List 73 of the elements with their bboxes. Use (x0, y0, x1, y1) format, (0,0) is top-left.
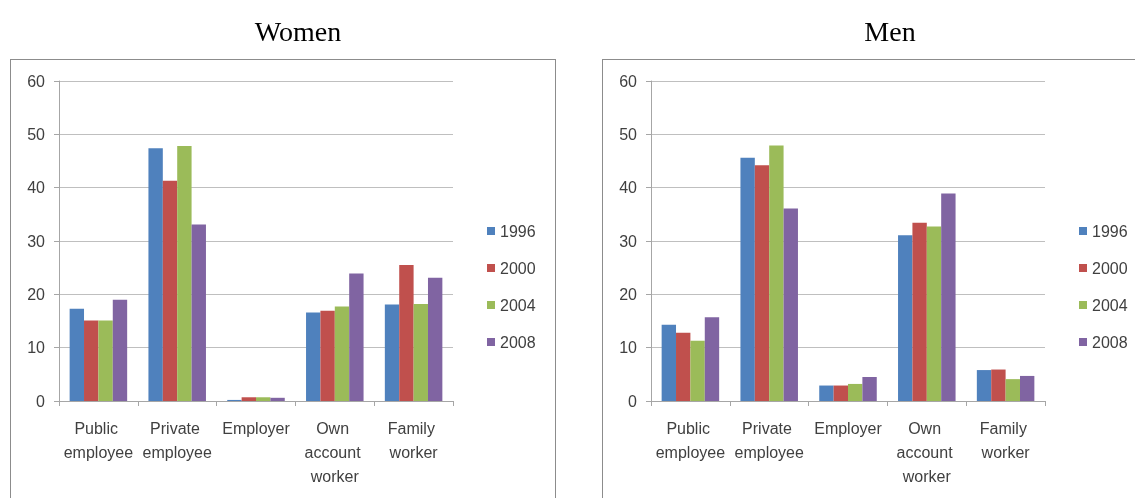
bar (320, 310, 335, 401)
bar (98, 320, 113, 401)
x-tick-label: Public employee (655, 419, 726, 461)
bar (162, 180, 178, 401)
bar (384, 304, 400, 401)
x-tick-label: Private employee (734, 419, 804, 461)
bar (783, 208, 798, 401)
bar (148, 148, 163, 401)
x-tick-label: Family worker (387, 419, 440, 461)
bar (926, 226, 942, 401)
y-tick-label: 0 (36, 392, 46, 410)
x-tick-label: Private employee (142, 419, 212, 461)
bar (976, 370, 992, 401)
bar (270, 397, 285, 401)
y-tick-label: 40 (619, 179, 638, 197)
bar (399, 265, 414, 401)
bar (427, 277, 443, 401)
y-tick-label: 10 (27, 339, 46, 357)
bar (898, 235, 913, 401)
bar (306, 312, 321, 401)
bar (69, 308, 85, 401)
bar (941, 193, 956, 401)
bar (862, 377, 877, 401)
bar (991, 369, 1006, 401)
y-tick-label: 60 (619, 72, 638, 90)
bar (84, 320, 99, 401)
y-tick-label: 0 (628, 392, 638, 410)
bar (833, 385, 848, 401)
bar (334, 306, 350, 401)
bar (754, 165, 770, 401)
legend-label: 1996 (1092, 222, 1128, 240)
legend-label: 1996 (500, 222, 536, 240)
x-tick-label: Employer (814, 419, 883, 437)
legend-label: 2008 (500, 333, 536, 351)
bar (191, 224, 206, 401)
y-tick-label: 20 (619, 285, 638, 303)
y-tick-label: 40 (27, 179, 46, 197)
bar (740, 157, 755, 401)
legend-label: 2008 (1092, 333, 1128, 351)
chart-title: Men (864, 15, 916, 47)
bar (349, 273, 364, 401)
bar (704, 317, 720, 401)
bar (1005, 379, 1020, 401)
bar (241, 397, 256, 401)
bar (177, 146, 192, 401)
bar (848, 383, 863, 401)
legend-label: 2000 (500, 259, 536, 277)
y-tick-label: 30 (619, 232, 638, 250)
x-tick-label: Own account worker (896, 419, 958, 485)
bar (690, 340, 705, 401)
bar (413, 303, 428, 401)
y-tick-label: 30 (27, 232, 46, 250)
legend-label: 2004 (1092, 296, 1128, 314)
y-tick-label: 10 (619, 339, 638, 357)
bar (819, 385, 834, 401)
x-tick-label: Public employee (63, 419, 134, 461)
legend-label: 2000 (1092, 259, 1128, 277)
bar (676, 332, 691, 401)
bar (1019, 375, 1035, 401)
bar (661, 324, 677, 401)
x-tick-label: Own account worker (304, 419, 366, 485)
x-tick-label: Employer (222, 419, 291, 437)
bar (112, 299, 128, 401)
bar (912, 222, 927, 401)
bar (256, 397, 271, 401)
chart-title: Women (254, 15, 342, 47)
y-tick-label: 50 (27, 125, 46, 143)
y-tick-label: 60 (27, 72, 46, 90)
legend-label: 2004 (500, 296, 536, 314)
y-tick-label: 50 (619, 125, 638, 143)
bar (769, 145, 784, 401)
x-tick-label: Family worker (979, 419, 1032, 461)
y-tick-label: 20 (27, 285, 46, 303)
